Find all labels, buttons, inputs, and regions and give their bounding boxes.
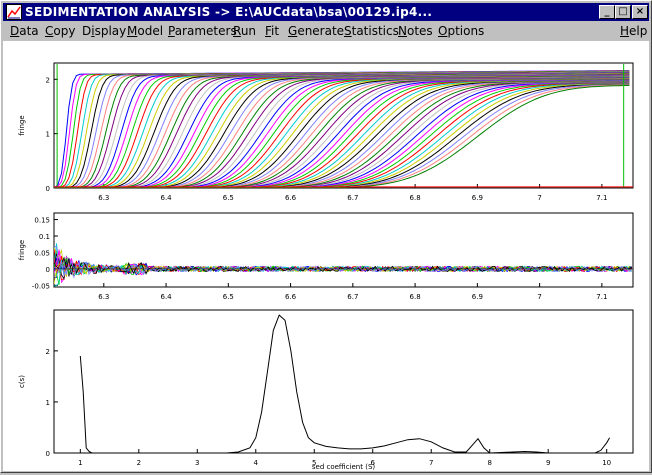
raw-data-xtick-label: 6.4 [160, 194, 172, 202]
residuals-xtick-label: 6.7 [347, 293, 358, 301]
raw-data-ylabel: fringe [18, 115, 26, 135]
maximize-icon: □ [618, 6, 628, 17]
distribution-ytick-label: 1 [46, 399, 50, 407]
minimize-button[interactable]: _ [599, 5, 615, 19]
app-icon [6, 4, 22, 20]
raw-data-curves [54, 70, 630, 188]
plot-workspace: 6.3 6.4 6.5 6.6 6.7 6.8 6.9 7 7.1 0 1 2 fringe 6.3 6.4… [3, 41, 649, 471]
residuals-ytick-label: 0.05 [34, 249, 50, 257]
menu-help[interactable]: Help [620, 24, 648, 38]
menu-model[interactable]: Model [127, 24, 164, 38]
raw-data-xtick-label: 7.1 [596, 194, 607, 202]
distribution-xtick-label: 6 [371, 459, 376, 467]
raw-data-chart: 6.3 6.4 6.5 6.6 6.7 6.8 6.9 7 7.1 0 1 2 fringe [18, 62, 634, 202]
residuals-xtick-label: 6.9 [472, 293, 483, 301]
raw-scan-line [54, 83, 630, 188]
title-bar[interactable]: SEDIMENTATION ANALYSIS -> E:\AUCdata\bsa… [3, 3, 649, 21]
menu-display[interactable]: Display [82, 24, 127, 38]
distribution-xtick-label: 4 [254, 459, 259, 467]
raw-data-xtick-label: 6.6 [285, 194, 297, 202]
raw-data-ytick-label: 0 [46, 185, 50, 193]
raw-data-ytick-label: 1 [46, 131, 50, 139]
menu-generate[interactable]: Generate [288, 24, 345, 38]
distribution-line [79, 314, 611, 454]
residuals-xtick-label: 6.8 [410, 293, 421, 301]
menu-fit[interactable]: Fit [265, 24, 280, 38]
menu-options[interactable]: Options [438, 24, 485, 38]
distribution-xtick-label: 7 [429, 459, 433, 467]
raw-data-xtick-label: 7 [537, 194, 541, 202]
residuals-xtick-label: 7 [537, 293, 541, 301]
window-title: SEDIMENTATION ANALYSIS -> E:\AUCdata\bsa… [25, 5, 433, 19]
close-icon: × [635, 6, 645, 17]
distribution-ytick-label: 0 [46, 450, 50, 458]
distribution-chart: 1 2 3 4 5 6 7 8 9 10 0 1 2 c(s) sed coefficient (S) [18, 309, 634, 471]
maximize-button[interactable]: □ [615, 5, 631, 19]
menu-data[interactable]: Data [10, 24, 39, 38]
distribution-ylabel: c(s) [18, 375, 26, 388]
raw-scan-line [54, 85, 630, 188]
residuals-ytick-label: 0 [46, 266, 50, 274]
raw-scan-line [54, 83, 630, 188]
distribution-xlabel: sed coefficient (S) [312, 463, 376, 471]
residuals-ytick-label: 0.1 [39, 233, 50, 241]
residuals-ytick-label: -0.05 [32, 282, 50, 290]
menu-statistics[interactable]: Statistics [344, 24, 399, 38]
menu-parameters[interactable]: Parameters [168, 24, 237, 38]
residuals-xtick-label: 7.1 [596, 293, 607, 301]
residuals-xtick-label: 6.6 [285, 293, 297, 301]
residuals-frame [53, 212, 634, 288]
residual-line [54, 261, 633, 279]
distribution-frame [53, 309, 634, 454]
residuals-chart: 6.3 6.4 6.5 6.6 6.7 6.8 6.9 7 7.1 0.15 0.1 0.05 0 -0.… [18, 212, 634, 301]
raw-data-xtick-label: 6.9 [472, 194, 483, 202]
raw-scan-line [54, 83, 630, 188]
residuals-ytick-label: 0.15 [34, 217, 50, 225]
menu-bar: Data Copy Display Model Parameters Run F… [3, 22, 649, 41]
raw-data-ytick-label: 2 [46, 76, 50, 84]
distribution-ytick-label: 2 [46, 348, 50, 356]
close-button[interactable]: × [632, 5, 648, 19]
distribution-xtick-label: 1 [78, 459, 82, 467]
raw-data-xtick-label: 6.7 [347, 194, 358, 202]
raw-data-xtick-label: 6.8 [410, 194, 421, 202]
raw-scan-line [54, 82, 630, 188]
menu-copy[interactable]: Copy [45, 24, 76, 38]
plots-canvas: 6.3 6.4 6.5 6.6 6.7 6.8 6.9 7 7.1 0 1 2 fringe 6.3 6.4… [18, 62, 634, 471]
residuals-xtick-label: 6.5 [223, 293, 234, 301]
menu-run[interactable]: Run [233, 24, 257, 38]
menu-notes[interactable]: Notes [398, 24, 433, 38]
distribution-xtick-label: 8 [487, 459, 491, 467]
residuals-ylabel: fringe [18, 240, 26, 260]
distribution-xtick-label: 2 [137, 459, 141, 467]
distribution-xtick-label: 10 [602, 459, 611, 467]
residuals-xtick-label: 6.4 [160, 293, 172, 301]
raw-data-xtick-label: 6.5 [223, 194, 234, 202]
distribution-xtick-label: 9 [546, 459, 550, 467]
minimize-icon: _ [604, 6, 610, 17]
distribution-xtick-label: 5 [312, 459, 316, 467]
raw-data-xtick-label: 6.3 [98, 194, 109, 202]
residuals-xtick-label: 6.3 [98, 293, 109, 301]
distribution-xtick-label: 3 [195, 459, 199, 467]
